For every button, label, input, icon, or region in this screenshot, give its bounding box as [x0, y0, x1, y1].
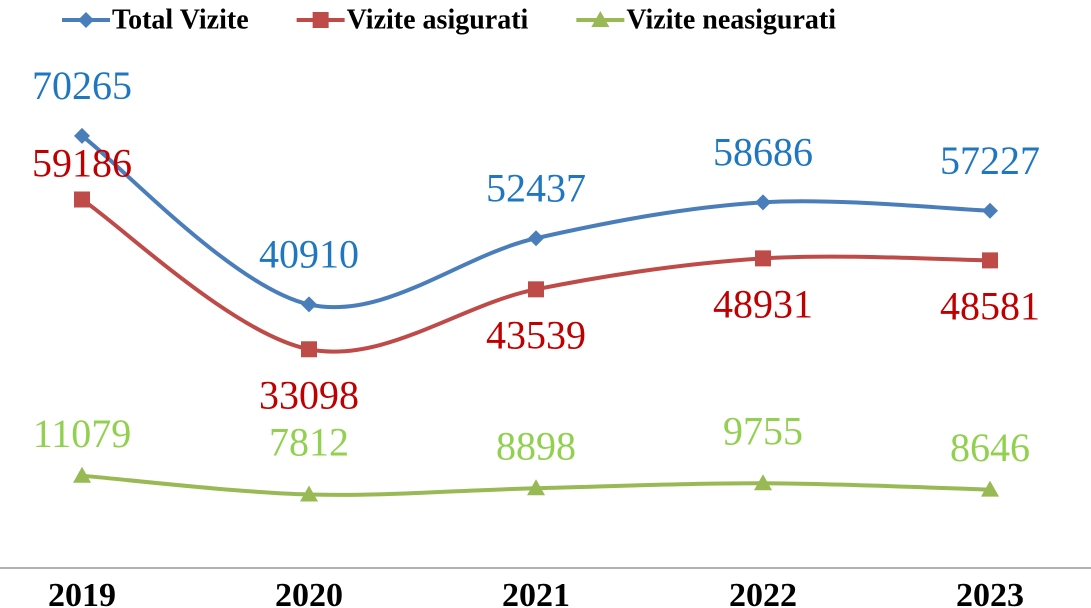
legend-marker	[78, 12, 94, 28]
data-label: 8898	[496, 423, 576, 468]
data-label: 59186	[32, 141, 132, 186]
legend-marker	[312, 12, 329, 28]
data-label: 33098	[259, 372, 359, 417]
data-label: 58686	[713, 130, 813, 175]
data-label: 70265	[32, 63, 132, 108]
point-marker	[528, 230, 544, 247]
x-tick-label: 2023	[956, 577, 1024, 608]
data-label: 40910	[259, 232, 359, 277]
legend-label: Vizite neasigurati	[626, 4, 836, 35]
data-label: 9755	[723, 408, 803, 453]
point-marker	[301, 296, 317, 313]
data-label: 11079	[33, 411, 132, 456]
data-label: 48581	[940, 284, 1040, 329]
data-label: 52437	[486, 165, 586, 210]
point-marker	[754, 474, 772, 491]
legend-label: Total Vizite	[112, 4, 249, 35]
data-label: 7812	[269, 420, 349, 465]
point-marker	[74, 191, 90, 208]
point-marker	[74, 127, 90, 144]
data-label: 48931	[713, 282, 813, 327]
point-marker	[73, 466, 91, 483]
legend-marker	[591, 11, 610, 27]
point-marker	[755, 194, 771, 211]
x-tick-label: 2020	[275, 577, 343, 608]
x-tick-label: 2021	[502, 577, 570, 608]
data-label: 43539	[486, 313, 586, 358]
x-tick-label: 2022	[729, 577, 797, 608]
point-marker	[528, 281, 544, 298]
x-tick-label: 2019	[48, 577, 116, 608]
data-label: 57227	[940, 138, 1040, 183]
data-label: 8646	[950, 425, 1030, 470]
point-marker	[755, 250, 771, 267]
point-marker	[982, 252, 998, 269]
point-marker	[527, 479, 545, 496]
point-marker	[300, 485, 318, 502]
legend-label: Vizite asigurati	[347, 4, 529, 35]
point-marker	[301, 341, 317, 358]
point-marker	[982, 202, 998, 219]
point-marker	[981, 480, 999, 497]
